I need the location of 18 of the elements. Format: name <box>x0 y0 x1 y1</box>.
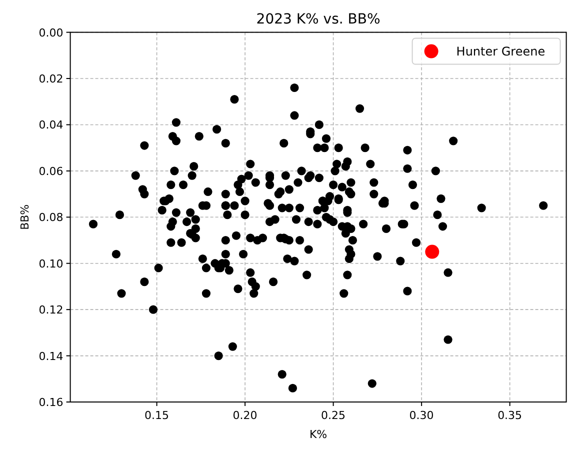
x-tick-label: 0.25 <box>321 409 346 422</box>
y-axis-title: BB% <box>18 204 32 230</box>
x-tick-label: 0.20 <box>232 409 258 422</box>
y-tick-label: 0.14 <box>38 350 64 363</box>
x-tick-label: 0.30 <box>409 409 434 422</box>
y-tick-label: 0.16 <box>38 396 64 409</box>
y-tick-label: 0.12 <box>38 304 64 317</box>
y-tick-label: 0.10 <box>38 257 64 270</box>
y-tick-label: 0.02 <box>38 72 64 86</box>
y-tick-label: 0.08 <box>38 211 64 224</box>
x-tick-label: 0.15 <box>144 409 170 422</box>
y-tick-label: 0.00 <box>38 26 64 40</box>
x-axis-title: K% <box>309 428 328 441</box>
legend-label: Hunter Greene <box>456 44 546 58</box>
y-tick-label: 0.04 <box>38 118 64 132</box>
y-tick-label: 0.06 <box>38 164 64 178</box>
chart-title: 2023 K% vs. BB% <box>256 11 380 28</box>
x-tick-label: 0.35 <box>498 409 522 422</box>
